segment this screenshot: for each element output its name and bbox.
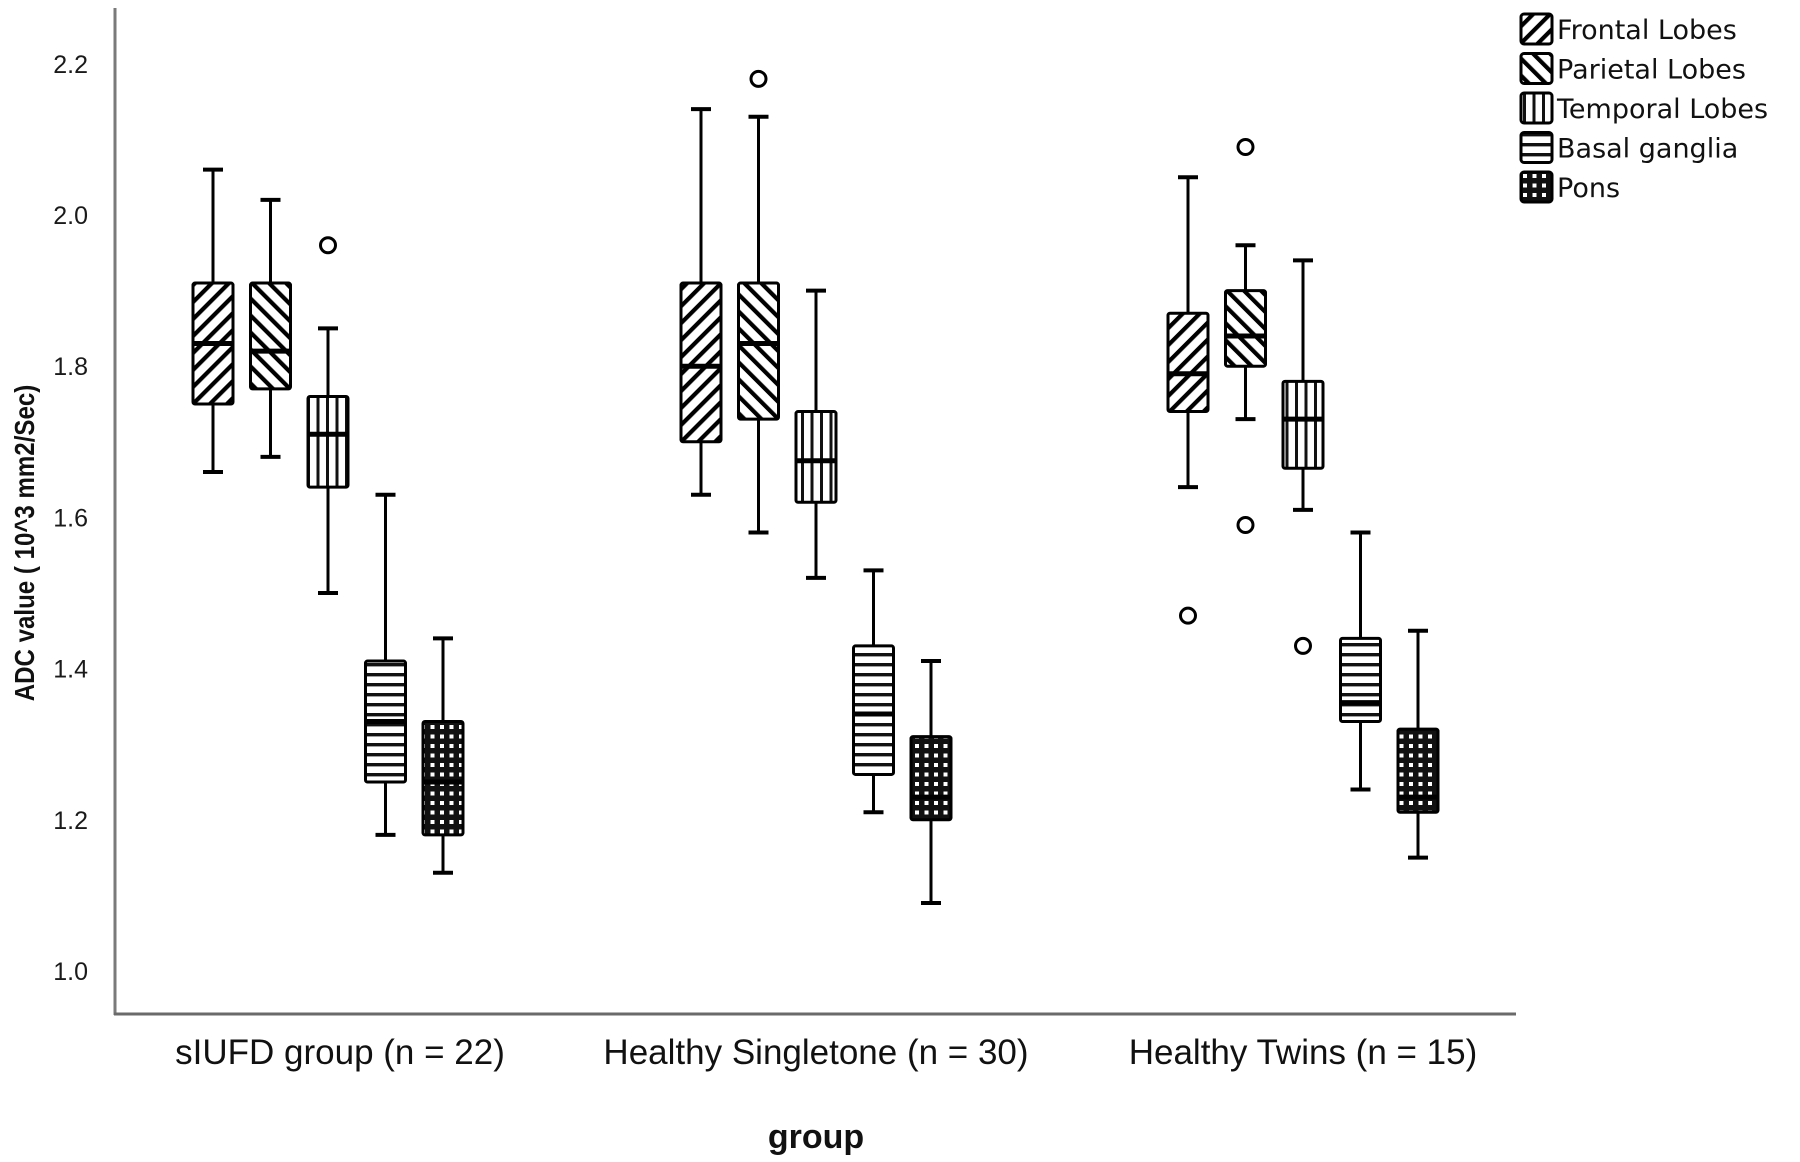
box-parietal-lobes — [249, 197, 292, 459]
legend-label: Basal ganglia — [1557, 134, 1738, 165]
iqr-box — [306, 394, 350, 489]
category-label: sIUFD group (n = 22) — [175, 1033, 505, 1072]
iqr-box — [794, 410, 838, 504]
box-parietal-lobes — [737, 69, 780, 535]
legend-item: Basal ganglia — [1519, 131, 1738, 165]
outlier-point — [1294, 636, 1312, 655]
iqr-box — [421, 720, 465, 837]
axes — [113, 8, 1516, 1016]
legend-label: Temporal Lobes — [1556, 94, 1768, 125]
y-tick-label: 2.2 — [53, 51, 88, 79]
legend-swatch — [1519, 170, 1554, 204]
category-label: Healthy Singletone (n = 30) — [603, 1033, 1028, 1072]
x-axis-title: group — [768, 1118, 864, 1156]
iqr-box — [679, 281, 723, 444]
box-basal-ganglia — [364, 492, 407, 837]
legend-swatch — [1519, 52, 1554, 85]
legend-swatch — [1519, 131, 1554, 164]
legend-swatch — [1519, 12, 1554, 46]
iqr-box — [249, 281, 292, 391]
iqr-box — [1166, 311, 1210, 414]
boxes-layer — [191, 69, 1440, 905]
y-axis-title: ADC value ( 10^3 mm2/Sec) — [8, 385, 40, 701]
box-pons — [421, 636, 465, 875]
y-tick-label: 1.2 — [53, 807, 88, 835]
legend: Frontal Lobes Parietal Lobes Temporal Lobe… — [1519, 12, 1768, 204]
outlier-point — [1236, 515, 1255, 534]
legend-item: Temporal Lobes — [1519, 91, 1768, 125]
box-temporal-lobes — [306, 236, 350, 595]
y-tick-labels: 1.0 1.2 1.4 1.6 1.8 2.0 2.2 — [53, 51, 88, 986]
category-label: Healthy Twins (n = 15) — [1129, 1033, 1478, 1072]
box-basal-ganglia — [852, 568, 895, 815]
box-pons — [909, 659, 953, 905]
box-parietal-lobes — [1224, 137, 1267, 534]
y-tick-label: 1.8 — [53, 353, 88, 381]
legend-item: Parietal Lobes — [1519, 52, 1746, 86]
y-tick-label: 1.6 — [53, 504, 88, 532]
box-temporal-lobes — [1281, 258, 1325, 655]
outlier-point — [749, 69, 768, 88]
iqr-box — [1339, 636, 1382, 724]
box-frontal-lobes — [1166, 175, 1210, 625]
legend-label: Parietal Lobes — [1557, 55, 1746, 86]
iqr-box — [737, 281, 780, 421]
legend-item: Frontal Lobes — [1519, 12, 1737, 46]
legend-item: Pons — [1519, 170, 1620, 204]
iqr-box — [1224, 289, 1267, 368]
legend-label: Frontal Lobes — [1557, 15, 1737, 46]
outlier-point — [1236, 137, 1255, 156]
iqr-box — [1396, 727, 1440, 814]
legend-swatch — [1519, 91, 1554, 125]
iqr-box — [1281, 379, 1325, 470]
box-pons — [1396, 628, 1440, 860]
box-temporal-lobes — [794, 288, 838, 580]
box-basal-ganglia — [1339, 530, 1382, 792]
outlier-point — [1179, 606, 1197, 625]
y-tick-label: 1.4 — [53, 656, 88, 684]
iqr-box — [852, 644, 895, 776]
category-labels: sIUFD group (n = 22) Healthy Singletone (… — [175, 1033, 1477, 1072]
y-tick-label: 2.0 — [53, 202, 88, 230]
box-frontal-lobes — [191, 167, 235, 475]
iqr-box — [909, 735, 953, 822]
outlier-point — [319, 236, 337, 255]
y-tick-label: 1.0 — [53, 958, 88, 986]
legend-label: Pons — [1557, 173, 1620, 204]
box-frontal-lobes — [679, 107, 723, 497]
